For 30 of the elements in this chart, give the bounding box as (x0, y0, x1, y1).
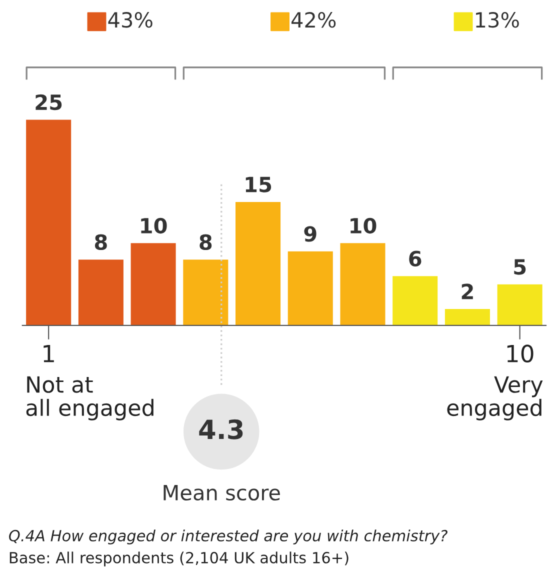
data-label: 5 (514, 259, 526, 275)
text: 13% (476, 12, 519, 28)
data-label: 15 (246, 176, 272, 192)
text: 43% (108, 12, 152, 28)
data-label: 10 (350, 218, 376, 234)
text: Q.4A How engaged or interested are you with chemistry? (9, 530, 448, 544)
bar (288, 251, 333, 326)
bar (392, 276, 438, 326)
data-label: 25 (36, 94, 62, 110)
bar (444, 309, 490, 326)
data-label: 8 (94, 234, 107, 250)
text: Base: All respondents (2,104 UK adults 16+) (10, 552, 348, 566)
text: 42% (292, 12, 336, 28)
bar (497, 284, 542, 326)
bar (78, 260, 124, 326)
ref-line-label: 4.3 (199, 419, 243, 440)
data-label: 9 (304, 226, 316, 242)
bar (26, 120, 72, 326)
data-label: 8 (200, 234, 212, 250)
bar (130, 243, 176, 326)
data-label: 2 (462, 284, 473, 300)
text: Mean score (164, 485, 280, 501)
text: Not at all engaged (26, 376, 154, 420)
data-label: 10 (141, 218, 167, 234)
bar (183, 260, 228, 326)
data-label: 6 (409, 250, 422, 266)
bar (236, 202, 281, 326)
bar (340, 243, 386, 326)
x-tick-label: 1 (44, 344, 54, 362)
text: Very engaged (447, 376, 543, 420)
